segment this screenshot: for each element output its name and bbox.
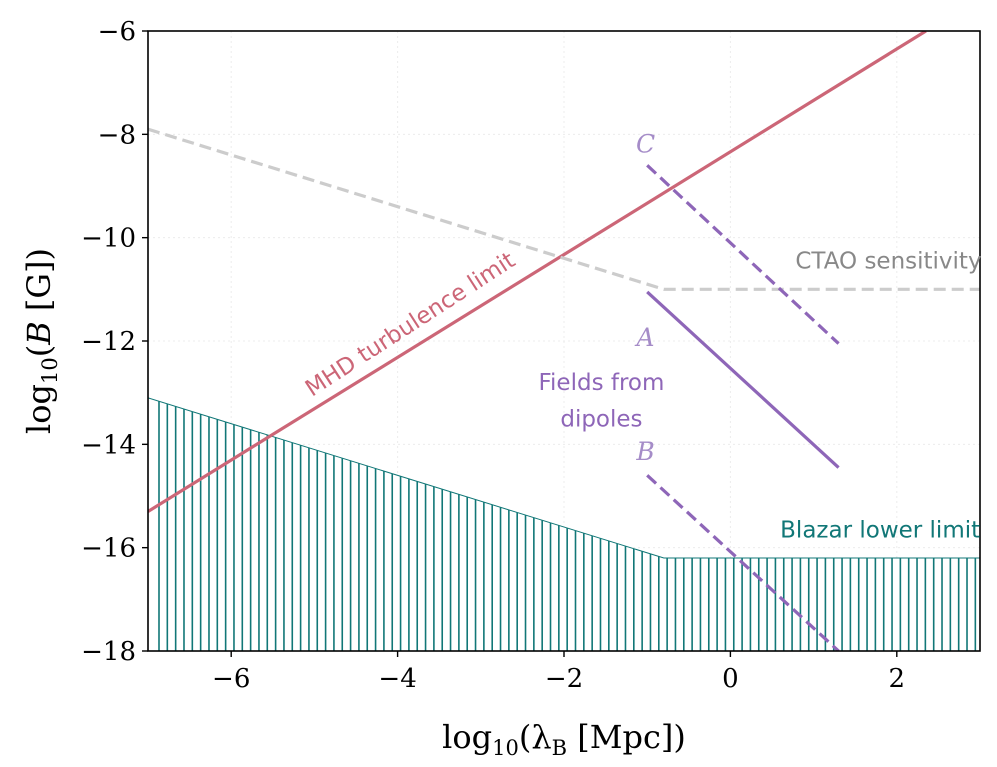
annotation-blazar: Blazar lower limit bbox=[780, 517, 980, 543]
blazar-lower-limit-area bbox=[148, 397, 980, 651]
y-axis-label: log10(B [G]) bbox=[20, 248, 62, 434]
annotation-labelC: C bbox=[636, 129, 655, 158]
annotation-labelB: B bbox=[635, 437, 654, 466]
x-tick-label: −2 bbox=[545, 664, 583, 694]
axis-label-layer: log10(λB [Mpc]) log10(B [G]) bbox=[20, 248, 686, 760]
x-tick-label: 0 bbox=[722, 664, 739, 694]
annotation-ctao: CTAO sensitivity bbox=[795, 249, 981, 275]
mhd-turbulence-limit-line bbox=[148, 31, 927, 513]
c-line bbox=[646, 164, 840, 345]
annotation-fields1: Fields from bbox=[538, 370, 664, 396]
y-tick-label: −12 bbox=[81, 327, 136, 357]
blazar-lower-limit-boundary bbox=[148, 397, 980, 559]
y-tick-label: −6 bbox=[98, 17, 136, 47]
a-line bbox=[646, 290, 840, 469]
x-tick-label: 2 bbox=[889, 664, 906, 694]
tick-layer: −6 −4 −2 0 2 −18 −16 −14 −12 −10 −8 −6 bbox=[81, 17, 905, 694]
x-axis-label: log10(λB [Mpc]) bbox=[442, 718, 686, 760]
y-tick-label: −16 bbox=[81, 534, 136, 564]
y-tick-label: −14 bbox=[81, 430, 136, 460]
annotation-fields2: dipoles bbox=[560, 406, 642, 432]
x-tick-label: −6 bbox=[212, 664, 250, 694]
line-layer bbox=[148, 31, 980, 651]
y-tick-label: −10 bbox=[81, 224, 136, 254]
y-tick-label: −18 bbox=[81, 637, 136, 667]
b-line bbox=[646, 474, 840, 651]
x-tick-label: −4 bbox=[378, 664, 416, 694]
y-tick-label: −8 bbox=[98, 120, 136, 150]
blazar-lower-limit-region bbox=[148, 397, 980, 651]
fill-layer bbox=[148, 397, 980, 651]
ctao-sensitivity-line bbox=[148, 127, 980, 291]
annotation-labelA: A bbox=[635, 323, 655, 352]
annotation-mhd: MHD turbulence limit bbox=[301, 247, 520, 402]
